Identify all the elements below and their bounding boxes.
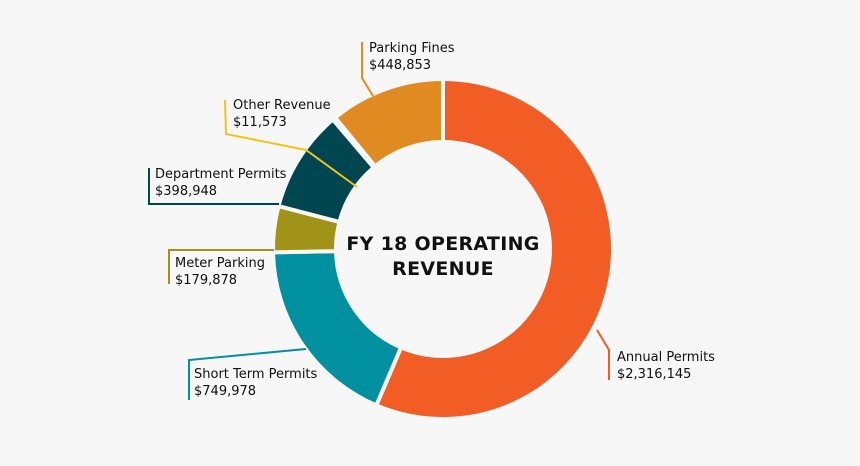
label-short-term-permits: Short Term Permits $749,978 [194,366,317,400]
label-department-permits: Department Permits $398,948 [155,166,286,200]
slice-label: Other Revenue [233,98,331,113]
slice-label: Annual Permits [617,350,715,365]
slice-value: $749,978 [194,384,257,399]
leader-parking-fines [361,42,374,97]
slice-label: Department Permits [155,167,287,182]
label-parking-fines: Parking Fines $448,853 [369,40,454,74]
slice-value: $398,948 [155,184,218,199]
slice-annual-permits [373,76,615,421]
slice-value: $448,853 [369,58,432,73]
slice-value: $2,316,145 [617,367,692,382]
slice-label: Parking Fines [369,41,455,56]
leader-annual-permits [596,329,610,380]
label-other-revenue: Other Revenue $11,573 [233,97,331,131]
leader-other-revenue [224,99,358,188]
slice-parking-fines [332,76,445,170]
chart-title: FY 18 OPERATING REVENUE [346,233,540,280]
label-meter-parking: Meter Parking $179,878 [175,255,265,289]
slice-label: Short Term Permits [194,367,318,382]
leader-meter-parking [168,249,274,284]
slice-value: $179,878 [175,273,238,288]
leader-department-permits [148,168,279,205]
slice-value: $11,573 [233,115,287,130]
slice-label: Meter Parking [175,256,265,271]
leader-short-term-permits [188,348,307,400]
label-annual-permits: Annual Permits $2,316,145 [617,349,715,383]
